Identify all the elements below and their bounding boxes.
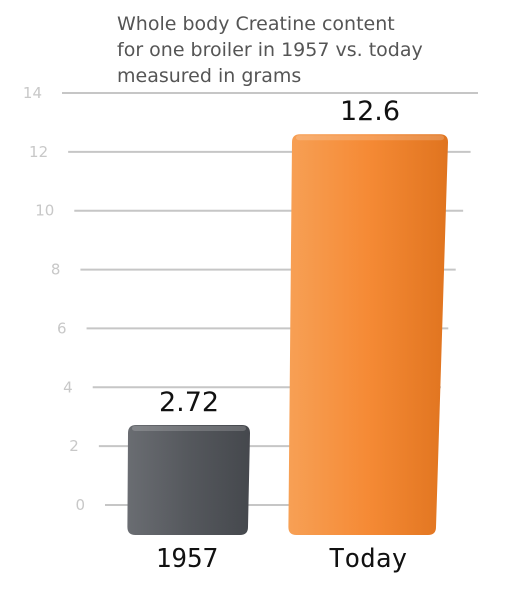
- chart-title: Whole body Creatine content for one broi…: [117, 13, 423, 87]
- y-tick-label: 6: [57, 319, 67, 337]
- y-tick-label: 4: [63, 378, 73, 396]
- y-tick-label: 0: [75, 496, 85, 514]
- y-tick-label: 10: [35, 202, 54, 220]
- value-labels: 2.72 12.6: [159, 96, 400, 418]
- y-tick-label: 8: [51, 261, 61, 279]
- y-tick-label: 12: [29, 143, 48, 161]
- value-label-Today: 12.6: [340, 96, 400, 127]
- bars: [127, 134, 448, 535]
- bar-Today: [288, 134, 448, 535]
- bar-1957: [127, 424, 250, 535]
- y-axis-tick-labels: 0 2 4 6 8 10 12 14: [23, 84, 85, 514]
- y-tick-label: 2: [69, 437, 79, 455]
- category-label-1957: 1957: [156, 544, 219, 574]
- y-tick-label: 14: [23, 84, 42, 102]
- title-line-2: for one broiler in 1957 vs. today: [117, 39, 423, 61]
- category-label-Today: Today: [329, 544, 407, 574]
- bar-highlight: [296, 135, 444, 141]
- title-line-1: Whole body Creatine content: [117, 13, 395, 35]
- category-labels: 1957 Today: [156, 544, 407, 574]
- value-label-1957: 2.72: [159, 387, 219, 418]
- title-line-3: measured in grams: [117, 65, 301, 87]
- bar-highlight: [132, 425, 246, 431]
